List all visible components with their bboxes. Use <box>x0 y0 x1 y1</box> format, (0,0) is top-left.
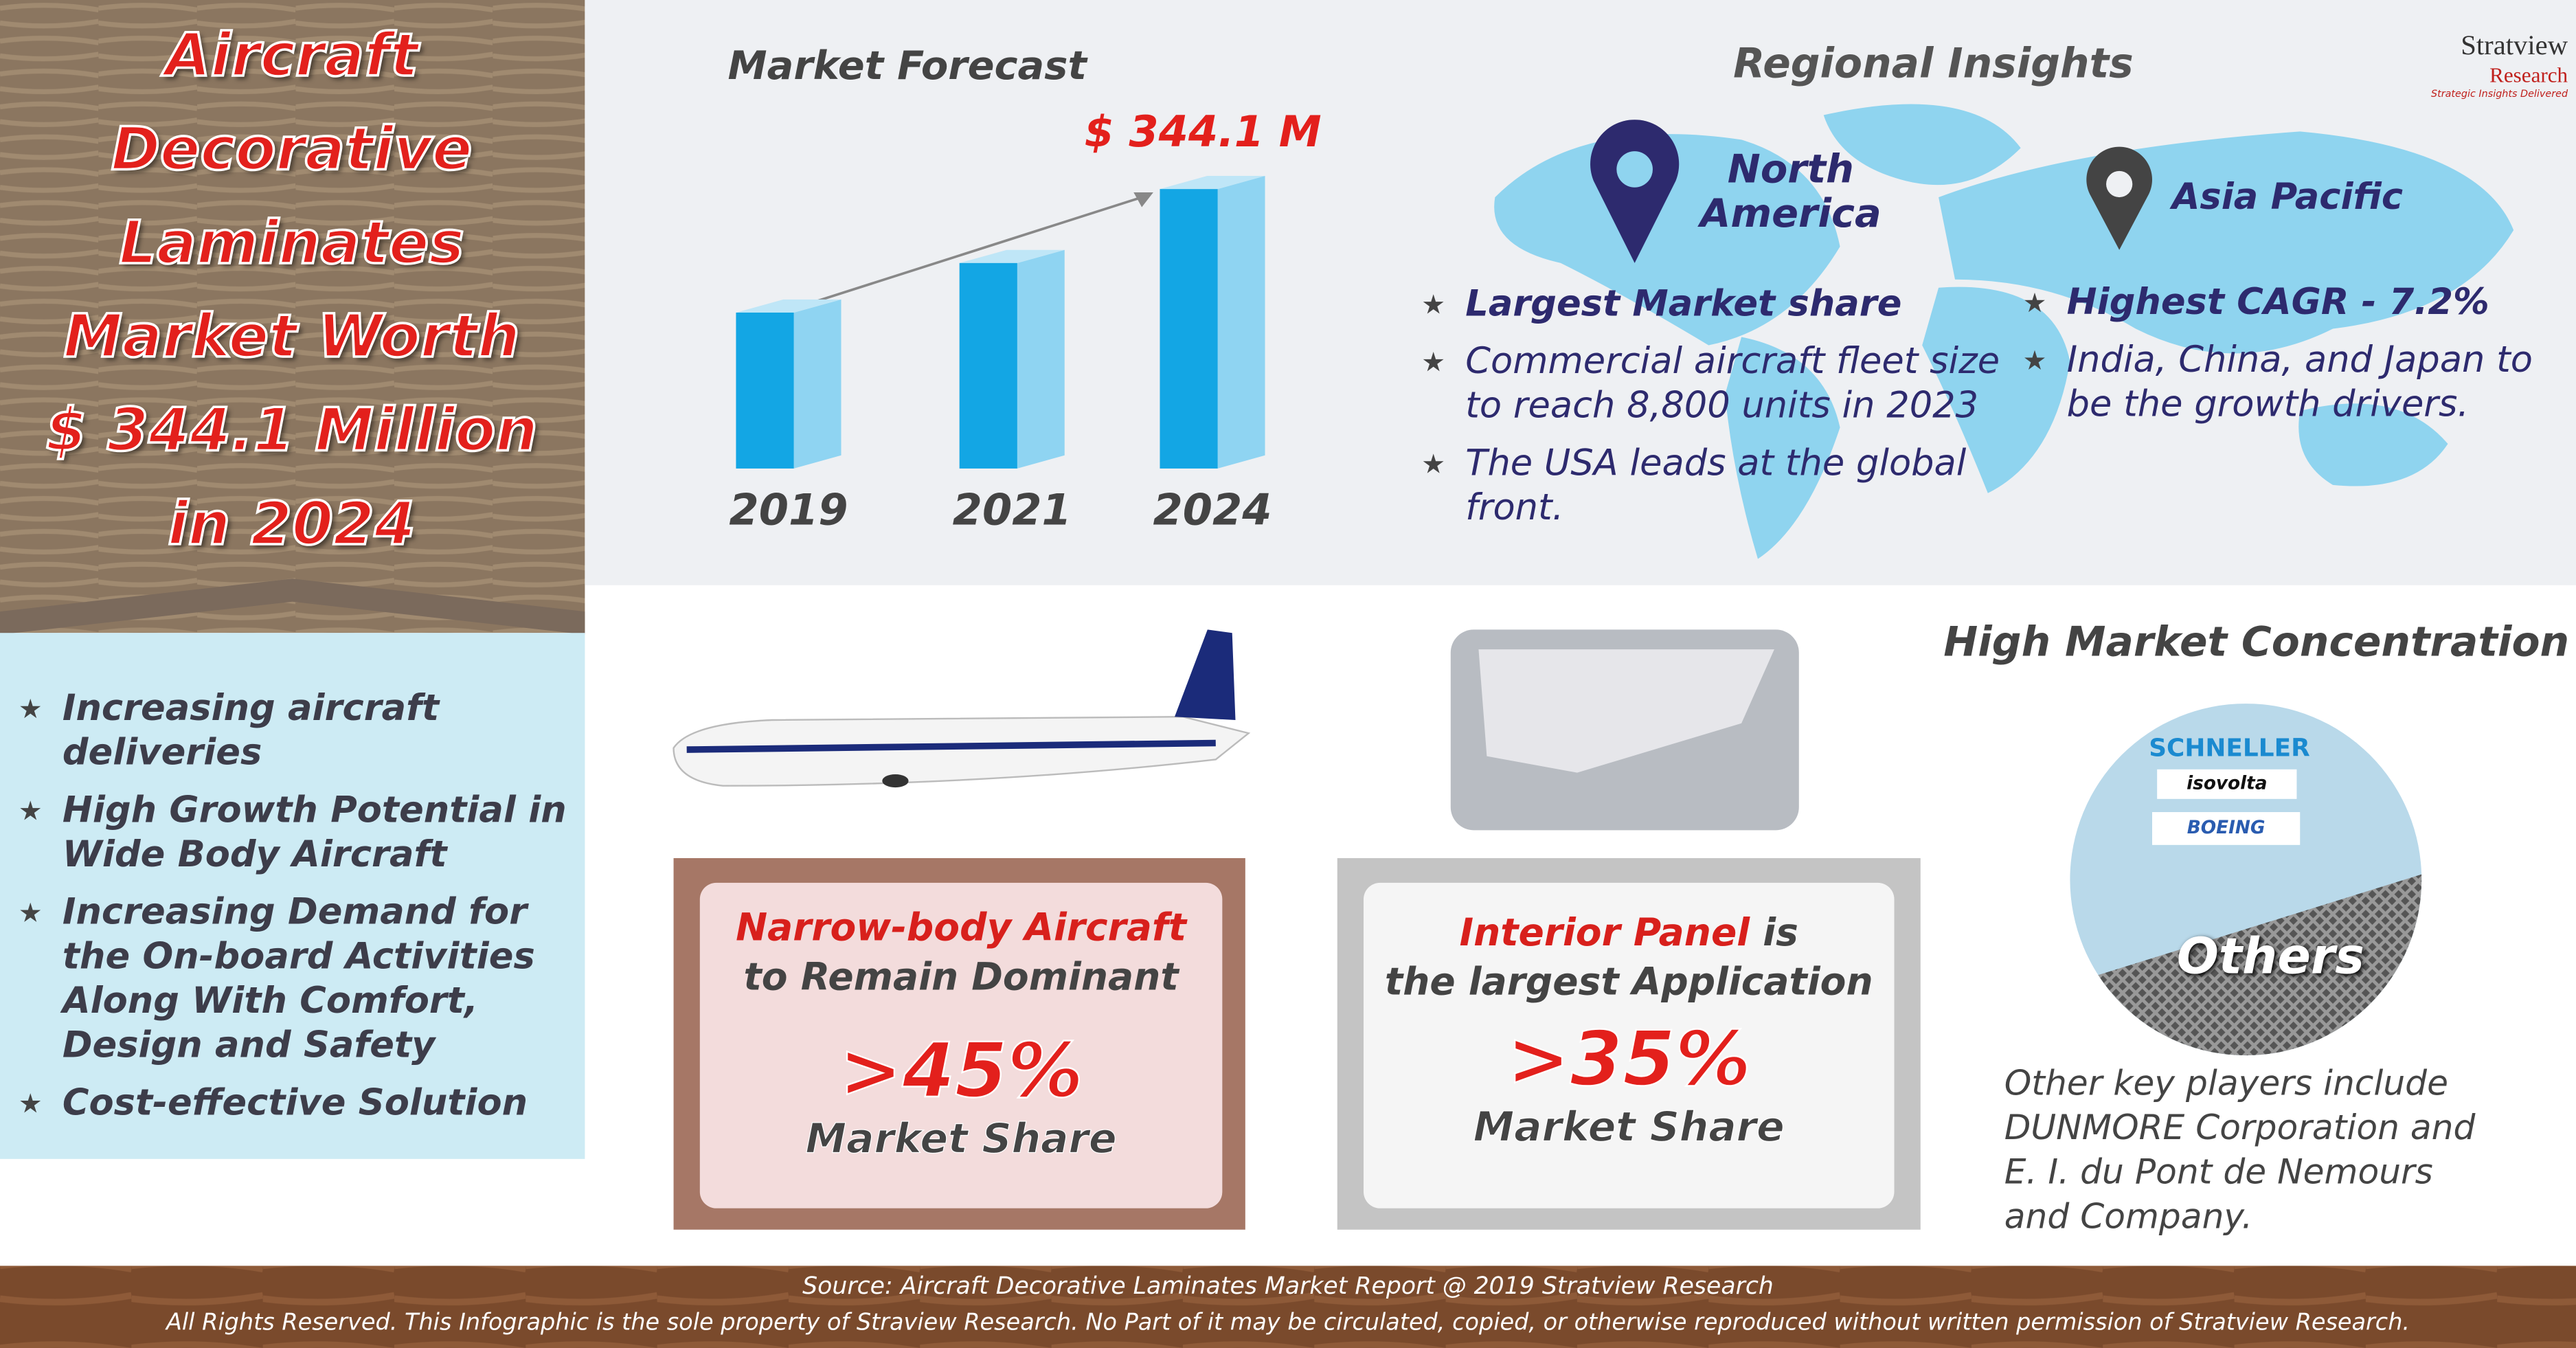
region-point: Commercial aircraft fleet size to reach … <box>1419 340 2002 429</box>
footer-rights: All Rights Reserved. This Infographic is… <box>166 1310 2410 1337</box>
section-title: High Market Concentration <box>1943 618 2570 666</box>
interior-detail <box>1478 649 1774 773</box>
player-logo: BOEING <box>2151 811 2301 845</box>
pin-north-america <box>1590 120 1680 263</box>
application-segment: Interior Panel is the largest Applicatio… <box>1364 909 1894 1152</box>
title-line: $ 344.1 Million <box>45 396 539 467</box>
application-box-inner <box>1364 882 1895 1209</box>
concentration-circle <box>2070 704 2422 1056</box>
segment-caption: Market Share <box>805 1114 1117 1163</box>
bar <box>736 312 794 469</box>
wood-panel <box>0 0 585 633</box>
chart-annotation: $ 344.1 M <box>1084 108 1322 158</box>
player-logo: SCHNELLER <box>2149 733 2310 763</box>
chart-title: Market Forecast <box>727 43 1087 89</box>
title-line: Aircraft <box>163 22 419 92</box>
logo-name: Stratview <box>2461 30 2568 61</box>
driver: Increasing aircraft deliveries <box>16 687 575 776</box>
region-name: North America <box>1699 146 1882 237</box>
footer-bar <box>0 1266 2576 1348</box>
segment-heading: Narrow-body Aircraft <box>736 907 1187 950</box>
title-line: Laminates <box>118 209 466 279</box>
trend-arrow <box>791 196 1142 311</box>
logo: Stratview Research Strategic Insights De… <box>2395 30 2568 100</box>
bar <box>959 262 1017 469</box>
x-tick-label: 2019 <box>729 486 848 537</box>
bar-side <box>1017 249 1065 469</box>
footer-source: Source: Aircraft Decorative Laminates Ma… <box>802 1274 1774 1301</box>
segment-value: >35% <box>1506 1013 1752 1104</box>
aircraft-segment: Narrow-body Aircraft to Remain Dominant … <box>700 904 1223 1162</box>
region-points: Largest Market share Commercial aircraft… <box>1419 283 2002 544</box>
region-point: The USA leads at the global front. <box>1419 442 2002 531</box>
arrow-head <box>1133 192 1153 207</box>
player-logo: isovolta <box>2157 769 2297 799</box>
driver: Cost-effective Solution <box>16 1081 575 1126</box>
bar <box>1160 189 1218 469</box>
title-line: Decorative <box>110 115 473 186</box>
bar-chart <box>736 176 1265 469</box>
segment-heading: the largest Application <box>1384 961 1873 1004</box>
region-point: Largest Market share <box>1419 283 2002 328</box>
concentration-note: Other key players include DUNMORE Corpor… <box>2004 1064 2476 1237</box>
driver: High Growth Potential in Wide Body Aircr… <box>16 789 575 877</box>
title-line: in 2024 <box>166 491 416 561</box>
region-points: Highest CAGR - 7.2% India, China, and Ja… <box>2021 281 2546 440</box>
section-title: Regional Insights <box>1733 39 2134 87</box>
segment-caption: Market Share <box>1473 1103 1785 1152</box>
bar-top <box>1160 176 1265 190</box>
logo-name: Research <box>2489 62 2568 87</box>
drivers: Increasing aircraft deliveries High Grow… <box>16 687 575 1139</box>
aircraft-image <box>673 629 1251 788</box>
title: Aircraft Decorative Laminates Market Wor… <box>0 10 583 572</box>
logo-tagline: Strategic Insights Delivered <box>2430 89 2568 100</box>
pin-asia-pacific <box>2086 146 2152 250</box>
title-line: Market Worth <box>63 303 521 373</box>
segment-heading: Interior Panel <box>1459 912 1750 956</box>
bar-side <box>1217 176 1265 469</box>
region-point: Highest CAGR - 7.2% <box>2021 281 2546 326</box>
region-name: Asia Pacific <box>2171 177 2404 219</box>
driver: Increasing Demand for the On-board Activ… <box>16 891 575 1068</box>
bar-top <box>959 249 1065 263</box>
x-tick-label: 2021 <box>952 486 1072 537</box>
segment-heading: to Remain Dominant <box>743 956 1179 1000</box>
chevron <box>0 578 585 635</box>
bar-side <box>793 299 841 469</box>
region-point: India, China, and Japan to be the growth… <box>2021 339 2546 427</box>
segment-value: >45% <box>838 1025 1084 1116</box>
segment-heading: is <box>1763 912 1798 956</box>
bar-top <box>736 299 841 313</box>
x-tick-label: 2024 <box>1153 486 1272 537</box>
others-label: Others <box>2176 928 2364 987</box>
aircraft-box-inner <box>699 882 1223 1209</box>
